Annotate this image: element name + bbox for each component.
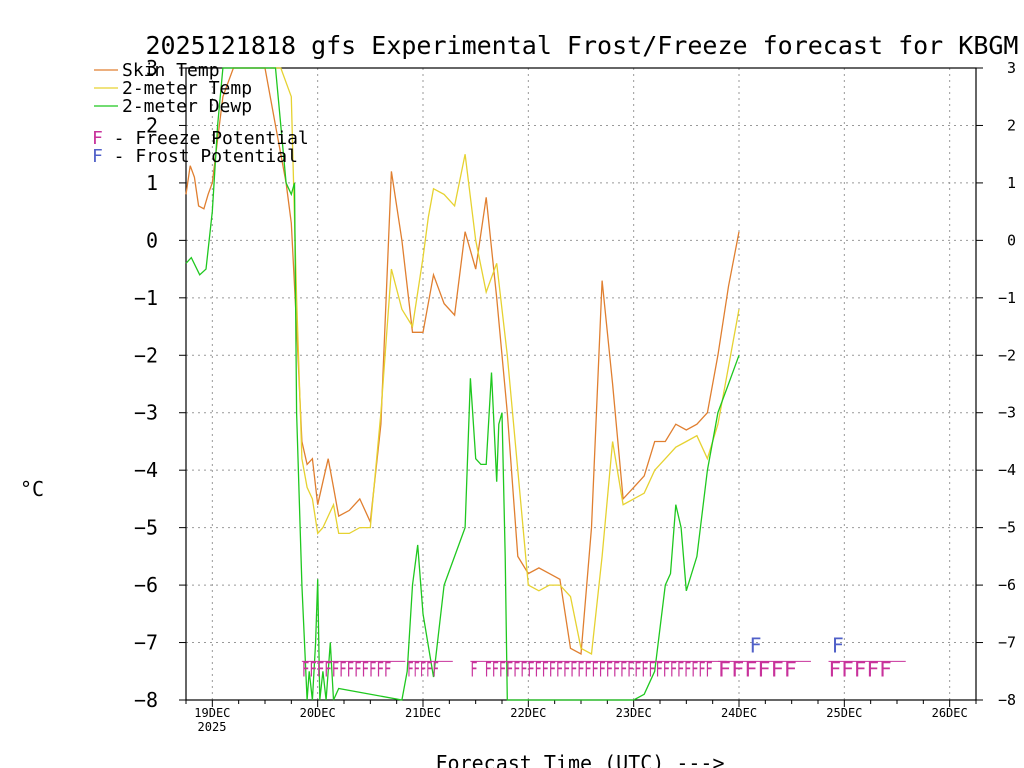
y-tick-label-right: 1 bbox=[1007, 174, 1016, 192]
y-tick-label-right: 0 bbox=[1007, 231, 1016, 249]
y-tick-label: −4 bbox=[134, 458, 158, 482]
y-tick-label: 1 bbox=[146, 171, 158, 195]
y-tick-label-right: 2 bbox=[1007, 116, 1016, 134]
y-tick-label: −6 bbox=[134, 573, 158, 597]
series-line-2-meter-temp bbox=[270, 67, 740, 656]
x-tick-label: 21DEC bbox=[405, 706, 441, 720]
y-tick-label: 3 bbox=[146, 56, 158, 80]
x-tick-label: 25DEC bbox=[826, 706, 862, 720]
y-axis-label: °C bbox=[20, 477, 44, 501]
grid-lines bbox=[186, 68, 976, 700]
y-axis-right: 3 2 1 0 −1 −2 −3 −4 −5 −6 −7 −8 bbox=[976, 59, 1016, 709]
chart-title: 2025121818 gfs Experimental Frost/Freeze… bbox=[146, 31, 1019, 60]
y-axis-left: 3 2 1 0 −1 −2 −3 −4 −5 −6 −7 −8 bbox=[134, 56, 186, 712]
x-axis-label: Forecast Time (UTC) ---> bbox=[436, 751, 725, 768]
x-tick-label: 20DEC bbox=[300, 706, 336, 720]
plot-frame bbox=[185, 67, 977, 701]
x-tick-label: 24DEC bbox=[721, 706, 757, 720]
y-tick-label-right: −6 bbox=[998, 576, 1016, 594]
y-tick-label-right: −8 bbox=[998, 691, 1016, 709]
y-tick-label: −2 bbox=[134, 343, 158, 367]
y-tick-label: −7 bbox=[134, 631, 158, 655]
y-tick-label-right: −2 bbox=[998, 346, 1016, 364]
y-tick-label: −1 bbox=[134, 286, 158, 310]
legend-label: Skin Temp bbox=[122, 60, 220, 81]
data-series bbox=[185, 67, 740, 701]
x-tick-label: 22DEC bbox=[510, 706, 546, 720]
y-tick-label-right: 3 bbox=[1007, 59, 1016, 77]
y-tick-label: −8 bbox=[134, 688, 158, 712]
y-tick-label-right: −3 bbox=[998, 404, 1016, 422]
y-tick-label-right: −7 bbox=[998, 634, 1016, 652]
legend-label: 2-meter Dewp bbox=[122, 96, 252, 117]
x-axis: 19DEC 20DEC 21DEC 22DEC 23DEC 24DEC 25DEC 26DEC bbox=[185, 700, 977, 720]
x-tick-label: 23DEC bbox=[616, 706, 652, 720]
y-tick-label: −3 bbox=[134, 401, 158, 425]
legend-label: 2-meter Temp bbox=[122, 78, 252, 99]
potential-legend-entry: F - Frost Potential bbox=[92, 146, 298, 167]
potential-legend-entry: F - Freeze Potential bbox=[92, 128, 309, 149]
y-tick-label-right: −5 bbox=[998, 519, 1016, 537]
series-line-2-meter-dewp bbox=[185, 67, 740, 701]
y-tick-label: −5 bbox=[134, 516, 158, 540]
frost-potential-marker: F bbox=[832, 633, 844, 657]
y-tick-label-right: −1 bbox=[998, 289, 1016, 307]
potential-markers: FFFFFFFFFFFF FFFFF F FFFFFFFFFFFFFFFFFFFFF… bbox=[301, 633, 906, 681]
frost-potential-marker: F bbox=[750, 633, 762, 657]
x-tick-label: 26DEC bbox=[932, 706, 968, 720]
x-axis-year-label: 2025 bbox=[198, 720, 227, 734]
y-tick-label: 2 bbox=[146, 113, 158, 137]
x-tick-label: 19DEC bbox=[194, 706, 230, 720]
y-tick-label-right: −4 bbox=[998, 461, 1016, 479]
y-tick-label: 0 bbox=[146, 228, 158, 252]
